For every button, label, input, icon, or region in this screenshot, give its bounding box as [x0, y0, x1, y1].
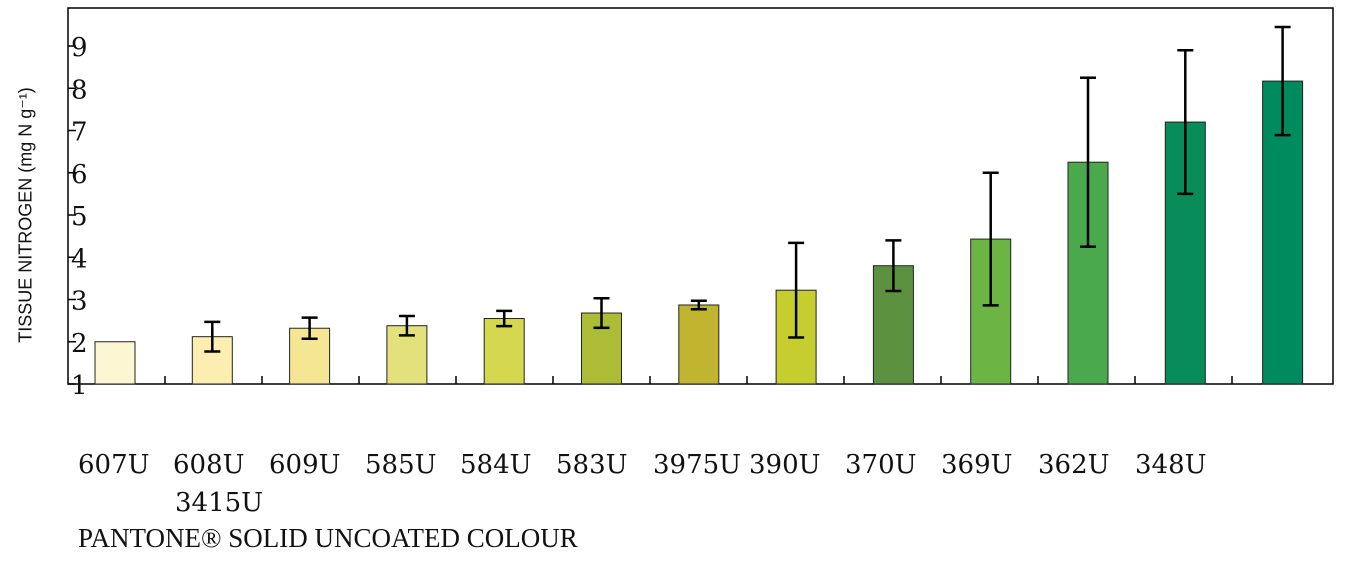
y-tick-label: 1 [71, 371, 88, 401]
bar-chart: 1 2 3 4 5 6 7 8 9 [67, 7, 1334, 401]
y-axis-label: TISSUE NITROGEN (mg N g⁻¹) [15, 87, 36, 343]
bar [678, 304, 720, 385]
bar [94, 341, 136, 385]
y-tick-label: 9 [71, 33, 88, 63]
y-tick-label: 8 [71, 75, 88, 105]
category-label: 370U [845, 450, 917, 480]
category-label: 348U [1135, 450, 1207, 480]
y-tick-label: 2 [71, 329, 88, 359]
category-label: 369U [941, 450, 1013, 480]
category-label: 609U [269, 450, 341, 480]
y-tick-label: 7 [71, 118, 88, 148]
category-label: 3975U [653, 450, 742, 480]
category-label: 362U [1038, 450, 1110, 480]
y-tick-label: 3 [71, 287, 88, 317]
y-tick-label: 6 [71, 160, 88, 190]
category-label: 608U [173, 450, 245, 480]
category-labels: 607U 608U 609U 585U 584U 583U 3975U 390U 370U 369… [78, 446, 1258, 484]
category-label: 585U [365, 450, 437, 480]
x-axis-label: PANTONE® SOLID UNCOATED COLOUR [78, 523, 578, 553]
category-label: 607U [78, 450, 150, 480]
category-label: 583U [556, 450, 628, 480]
category-label: 3415U [175, 488, 264, 518]
bar [483, 318, 525, 385]
category-label: 584U [460, 450, 532, 480]
y-tick-label: 4 [71, 244, 88, 274]
chart-canvas: 1 2 3 4 5 6 7 8 9 [67, 7, 1334, 401]
category-label: 390U [749, 450, 821, 480]
y-tick-label: 5 [71, 202, 88, 232]
